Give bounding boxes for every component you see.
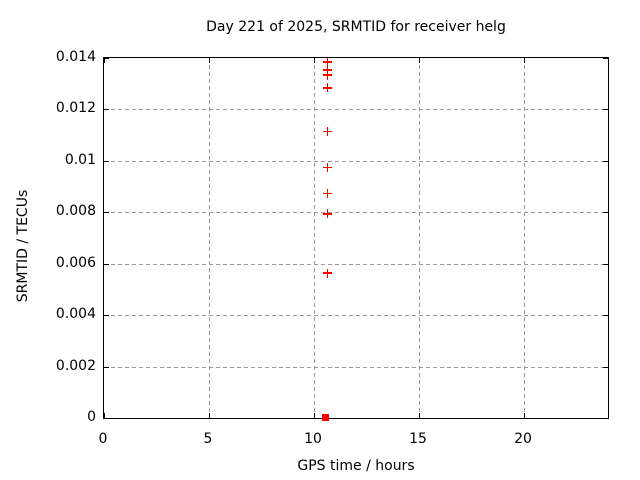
gridline-vertical: [419, 58, 420, 418]
x-axis-tick: [209, 413, 210, 418]
y-axis-tick-right: [603, 212, 608, 213]
data-point-plus: [323, 188, 333, 198]
data-point-plus: [323, 70, 333, 80]
gridline-vertical: [524, 58, 525, 418]
y-axis-tick-right: [603, 264, 608, 265]
x-tick-label: 5: [203, 431, 213, 447]
data-point-plus: [323, 163, 333, 173]
y-axis-tick-right: [603, 315, 608, 316]
y-axis-tick-right: [603, 418, 608, 419]
plot-area: [103, 57, 609, 419]
y-axis-tick: [104, 161, 109, 162]
gridline-horizontal: [104, 264, 608, 265]
y-tick-label: 0.006: [55, 255, 96, 271]
gridline-vertical: [209, 58, 210, 418]
x-tick-label: 0: [98, 431, 108, 447]
y-tick-label: 0.014: [55, 49, 96, 65]
y-axis-tick-right: [603, 58, 608, 59]
y-axis-tick: [104, 212, 109, 213]
y-tick-label: 0.012: [55, 100, 96, 116]
y-axis-tick-right: [603, 109, 608, 110]
y-axis-tick: [104, 58, 109, 59]
gridline-horizontal: [104, 315, 608, 316]
data-point-plus: [323, 83, 333, 93]
data-point-square: [322, 413, 330, 421]
y-axis-tick: [104, 264, 109, 265]
x-axis-tick: [419, 413, 420, 418]
y-tick-label: 0.004: [55, 306, 96, 322]
data-point-plus: [323, 57, 333, 67]
y-tick-label: 0.01: [64, 152, 96, 168]
y-axis-tick: [104, 315, 109, 316]
gridline-horizontal: [104, 109, 608, 110]
y-tick-label: 0: [87, 409, 96, 425]
x-axis-tick-top: [209, 58, 210, 63]
y-tick-label: 0.008: [55, 203, 96, 219]
data-point-plus: [323, 65, 333, 75]
y-axis-tick-right: [603, 367, 608, 368]
gridline-horizontal: [104, 161, 608, 162]
chart-title: Day 221 of 2025, SRMTID for receiver hel…: [206, 19, 506, 35]
y-axis-tick: [104, 418, 109, 419]
x-axis-label: GPS time / hours: [297, 458, 415, 474]
data-point-plus: [323, 127, 333, 137]
y-tick-label: 0.002: [55, 358, 96, 374]
x-axis-tick: [104, 413, 105, 418]
data-point-plus: [323, 209, 333, 219]
x-axis-tick-top: [104, 58, 105, 63]
x-tick-label: 20: [514, 431, 532, 447]
x-axis-tick-top: [419, 58, 420, 63]
y-axis-tick: [104, 109, 109, 110]
x-tick-label: 10: [304, 431, 322, 447]
gridline-horizontal: [104, 212, 608, 213]
data-point-plus: [323, 268, 333, 278]
x-tick-label: 15: [409, 431, 427, 447]
x-axis-tick-top: [314, 58, 315, 63]
y-axis-tick-right: [603, 161, 608, 162]
x-axis-tick-top: [524, 58, 525, 63]
y-axis-tick: [104, 367, 109, 368]
gridline-horizontal: [104, 367, 608, 368]
gridline-vertical: [314, 58, 315, 418]
x-axis-tick: [314, 413, 315, 418]
y-axis-label: SRMTID / TECUs: [15, 189, 31, 303]
x-axis-tick: [524, 413, 525, 418]
